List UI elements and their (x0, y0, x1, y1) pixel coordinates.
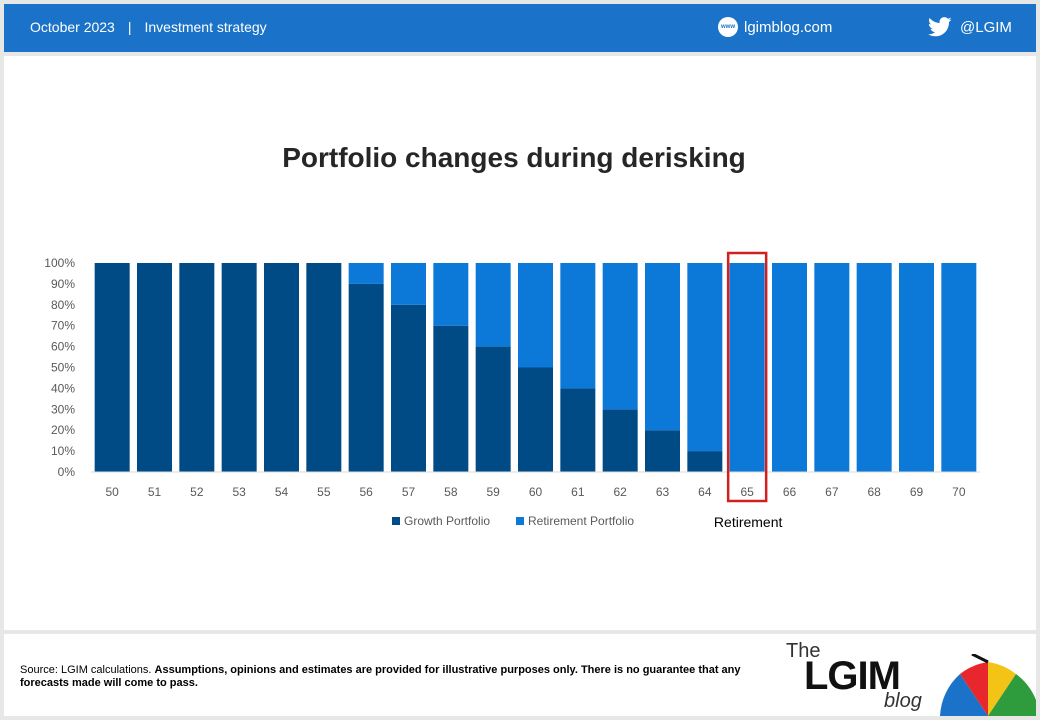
chart-panel: Portfolio changes during derisking 0% 10%… (4, 56, 1036, 630)
bar-retirement-64 (687, 263, 723, 452)
bar-retirement-68 (856, 263, 892, 472)
twitter-link[interactable]: @LGIM (928, 17, 1012, 37)
source-text: Source: LGIM calculations. (20, 664, 155, 676)
bar-growth-59 (475, 346, 511, 472)
x-tick-label: 66 (783, 485, 797, 499)
y-tick-label: 100% (44, 256, 75, 270)
website-text[interactable]: lgimblog.com (744, 18, 833, 36)
x-tick-label: 58 (444, 485, 458, 499)
y-tick-label: 80% (51, 298, 75, 312)
x-tick-label: 61 (571, 485, 585, 499)
twitter-handle[interactable]: @LGIM (960, 18, 1012, 36)
x-tick-label: 57 (402, 485, 416, 499)
y-tick-label: 10% (51, 444, 75, 458)
bar-growth-61 (560, 388, 596, 472)
header-section: Investment strategy (144, 19, 267, 35)
x-tick-label: 59 (486, 485, 500, 499)
x-tick-label: 62 (613, 485, 627, 499)
stacked-bar-chart: 0% 10% 20% 30% 40% 50% 60% 70% 80% 90% 100% 50 51 52 5… (44, 251, 980, 530)
x-tick-label: 70 (952, 485, 966, 499)
twitter-bird-icon (928, 17, 952, 37)
logo-lgim: LGIM (804, 654, 901, 698)
bar-retirement-65 (729, 263, 765, 472)
header-bar: October 2023 | Investment strategy www lgi… (4, 4, 1036, 52)
legend-swatch-growth (392, 517, 400, 525)
legend-label-growth: Growth Portfolio (404, 514, 490, 528)
bar-growth-60 (518, 367, 553, 472)
umbrella-icon (940, 654, 1036, 716)
x-tick-label: 54 (275, 485, 289, 499)
bar-retirement-63 (645, 263, 680, 431)
bar-growth-57 (391, 304, 426, 472)
legend-swatch-retirement (516, 517, 524, 525)
bar-retirement-69 (899, 263, 934, 472)
header-meta: October 2023 | Investment strategy (30, 19, 267, 35)
x-tick-label: 65 (740, 485, 754, 499)
x-tick-label: 55 (317, 485, 331, 499)
bar-growth-54 (264, 263, 299, 472)
x-tick-label: 64 (698, 485, 712, 499)
disclaimer-text: Assumptions, opinions and estimates are … (20, 664, 741, 689)
bar-retirement-56 (348, 263, 384, 284)
x-tick-label: 68 (867, 485, 881, 499)
y-tick-label: 0% (58, 465, 76, 479)
bar-retirement-67 (814, 263, 850, 472)
y-tick-label: 40% (51, 381, 75, 395)
y-tick-label: 30% (51, 402, 75, 416)
chart-title: Portfolio changes during derisking (282, 142, 746, 173)
logo-the: The (786, 640, 821, 662)
retirement-annotation: Retirement (714, 514, 783, 530)
x-tick-label: 51 (148, 485, 162, 499)
bar-retirement-62 (602, 263, 638, 410)
bar-retirement-61 (560, 263, 596, 389)
header-separator: | (127, 19, 132, 35)
y-tick-label: 60% (51, 340, 75, 354)
bar-growth-62 (602, 409, 638, 472)
x-tick-label: 69 (910, 485, 924, 499)
y-tick-label: 50% (51, 361, 75, 375)
x-tick-label: 60 (529, 485, 543, 499)
bar-growth-56 (348, 283, 384, 472)
bar-retirement-70 (941, 263, 977, 472)
bar-growth-51 (137, 263, 172, 472)
bar-growth-64 (687, 451, 723, 472)
bar-growth-52 (179, 263, 215, 472)
logo-blog: blog (884, 690, 922, 712)
highlight-box (726, 251, 768, 503)
bar-retirement-66 (772, 263, 807, 472)
x-tick-label: 50 (105, 485, 119, 499)
y-tick-label: 70% (51, 319, 75, 333)
bar-retirement-57 (391, 263, 426, 305)
bar-growth-58 (433, 325, 469, 472)
website-link[interactable]: www lgimblog.com (718, 17, 832, 37)
y-tick-label: 20% (51, 423, 75, 437)
bar-retirement-58 (433, 263, 469, 326)
bar-growth-53 (221, 263, 257, 472)
x-tick-label: 53 (232, 485, 246, 499)
source-note: Source: LGIM calculations. Assumptions, … (20, 664, 765, 690)
x-tick-label: 52 (190, 485, 204, 499)
bar-retirement-60 (518, 263, 553, 368)
y-tick-label: 90% (51, 277, 75, 291)
bar-retirement-59 (475, 263, 511, 347)
legend-label-retirement: Retirement Portfolio (528, 514, 634, 528)
globe-www-icon: www (718, 17, 738, 37)
bar-growth-63 (645, 430, 680, 472)
header-date: October 2023 (30, 19, 115, 35)
x-tick-label: 67 (825, 485, 839, 499)
bar-growth-50 (94, 263, 130, 472)
x-tick-label: 63 (656, 485, 670, 499)
x-tick-label: 56 (359, 485, 373, 499)
footer: Source: LGIM calculations. Assumptions, … (4, 634, 1036, 716)
bar-growth-55 (306, 263, 342, 472)
